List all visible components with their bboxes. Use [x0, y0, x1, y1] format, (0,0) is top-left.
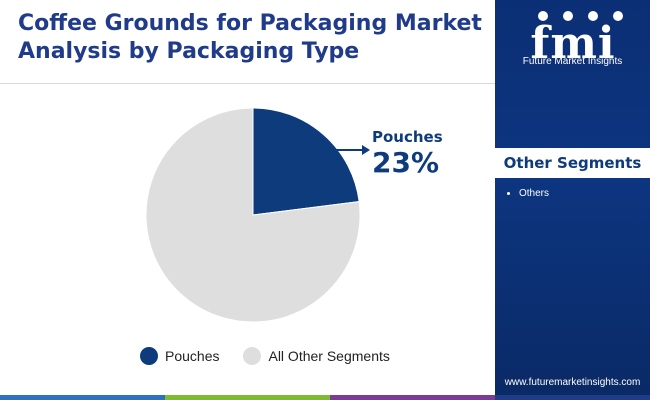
logo-mark: fmi [530, 18, 616, 69]
callout-label: Pouches [372, 128, 443, 146]
legend-label-other: All Other Segments [268, 348, 390, 364]
logo-icons [538, 11, 623, 21]
stripe-segment [495, 395, 650, 400]
logo: fmi [513, 10, 633, 70]
stripe-segment [0, 395, 165, 400]
legend-swatch-pouches [140, 347, 158, 365]
pie-slice-pouches [252, 107, 360, 216]
segments-list: Others [505, 188, 549, 203]
website-link[interactable]: www.futuremarketinsights.com [504, 377, 641, 388]
segments-heading: Other Segments [495, 148, 650, 178]
legend-swatch-other [243, 347, 262, 365]
chart-title: Coffee Grounds for Packaging Market Anal… [18, 11, 482, 64]
divider [0, 83, 495, 84]
legend: Pouches All Other Segments [140, 347, 414, 365]
stripe-segment [330, 395, 495, 400]
legend-item-other: All Other Segments [243, 347, 390, 365]
segment-item: Others [519, 188, 549, 199]
callout-arrow-icon [330, 145, 370, 155]
legend-item-pouches: Pouches [140, 347, 219, 365]
logo-subtitle: Future Market Insights [522, 56, 623, 67]
title-area: Coffee Grounds for Packaging Market Anal… [18, 10, 488, 66]
callout-value: 23% [372, 146, 440, 179]
pie-slice-all-other-segments [145, 107, 361, 323]
bottom-stripe [0, 395, 650, 400]
pie-chart [145, 107, 361, 323]
sidebar: fmi Future Market Insights Other Segment… [495, 0, 650, 395]
legend-label-pouches: Pouches [165, 348, 220, 364]
stripe-segment [165, 395, 330, 400]
